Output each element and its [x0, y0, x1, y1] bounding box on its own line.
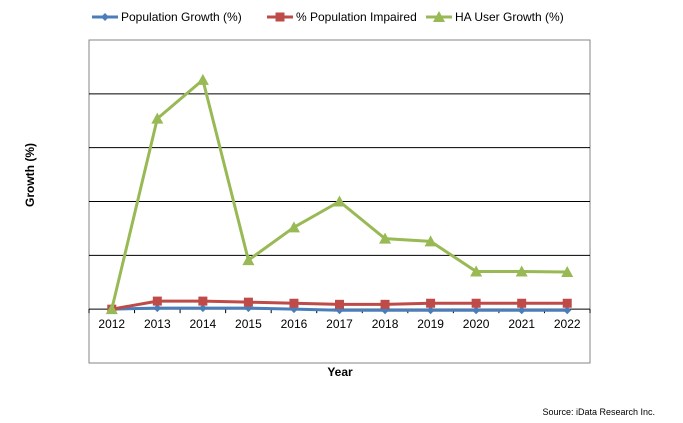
legend-label: HA User Growth (%) — [455, 10, 564, 24]
square-marker — [426, 298, 436, 308]
triangle-marker — [151, 112, 164, 124]
triangle-marker — [470, 265, 483, 277]
x-tick-label: 2018 — [372, 317, 399, 331]
x-tick-label: 2019 — [417, 317, 444, 331]
y-axis-label: Growth (%) — [23, 143, 37, 207]
triangle-marker — [515, 265, 528, 277]
square-marker — [562, 298, 572, 308]
x-tick-label: 2022 — [554, 317, 581, 331]
triangle-marker — [196, 73, 209, 85]
diamond-marker — [563, 306, 572, 315]
square-marker — [335, 299, 344, 309]
x-tick-label: 2013 — [144, 317, 171, 331]
triangle-marker — [379, 232, 392, 244]
diamond-marker — [472, 306, 481, 315]
triangle-marker — [287, 221, 300, 233]
x-axis-label: Year — [327, 365, 353, 379]
legend-label: Population Growth (%) — [121, 10, 242, 24]
legend-item: HA User Growth (%) — [426, 10, 564, 24]
triangle-marker — [433, 11, 445, 22]
legend-label: % Population Impaired — [296, 10, 417, 24]
square-marker — [471, 298, 481, 308]
series-population-growth — [107, 304, 572, 315]
triangle-marker — [561, 266, 574, 278]
triangle-marker — [105, 303, 118, 315]
square-marker — [517, 298, 527, 308]
square-marker — [243, 297, 253, 307]
legend-item: % Population Impaired — [267, 10, 417, 24]
diamond-marker — [517, 306, 526, 315]
x-tick-label: 2014 — [190, 317, 217, 331]
diamond-marker — [426, 306, 435, 315]
triangle-marker — [424, 235, 437, 247]
square-marker — [198, 296, 208, 306]
source-note: Source: iData Research Inc. — [542, 407, 655, 417]
series-ha-user-growth — [105, 73, 574, 315]
diamond-marker — [198, 304, 207, 313]
x-tick-label: 2021 — [508, 317, 535, 331]
diamond-marker — [153, 304, 162, 313]
x-tick-label: 2015 — [235, 317, 262, 331]
square-marker — [380, 299, 390, 309]
square-marker — [152, 296, 162, 306]
triangle-marker — [242, 254, 255, 266]
x-tick-label: 2020 — [463, 317, 490, 331]
square-marker — [289, 298, 299, 308]
diamond-marker — [101, 13, 109, 21]
square-marker — [275, 12, 285, 22]
legend-item: Population Growth (%) — [92, 10, 242, 24]
x-tick-label: 2012 — [98, 317, 125, 331]
x-tick-label: 2017 — [326, 317, 353, 331]
x-tick-label: 2016 — [281, 317, 308, 331]
legend: Population Growth (%) % Population Impair… — [92, 10, 564, 24]
triangle-marker — [333, 195, 346, 207]
